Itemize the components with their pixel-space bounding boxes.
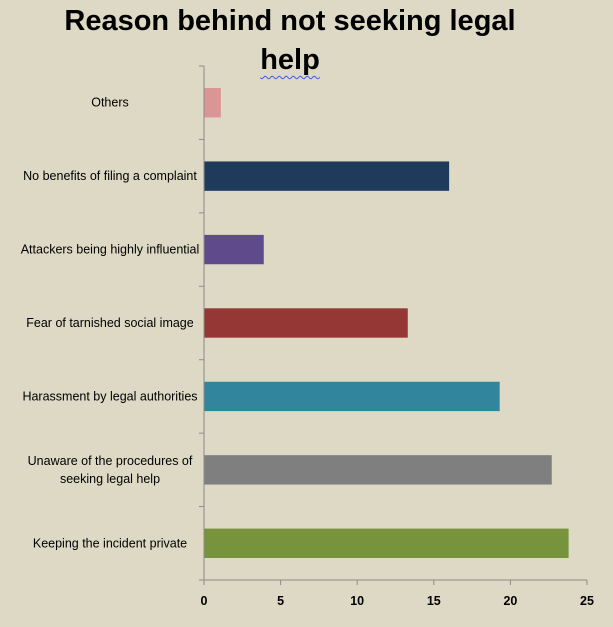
x-tick-label: 0	[201, 594, 208, 608]
chart-title-line2: help	[260, 44, 320, 76]
category-label: Fear of tarnished social image	[26, 316, 193, 330]
bar	[204, 161, 450, 191]
chart-title: Reason behind not seeking legal help	[0, 2, 580, 80]
bar	[204, 455, 552, 485]
bar	[204, 88, 221, 118]
x-tick-label: 5	[277, 594, 284, 608]
category-label: No benefits of filing a complaint	[23, 169, 197, 183]
x-tick-label: 25	[580, 594, 594, 608]
bar	[204, 381, 500, 412]
category-label: Unaware of the procedures of	[28, 454, 193, 468]
category-label: Attackers being highly influential	[21, 243, 200, 257]
bar	[204, 528, 569, 558]
category-label: Harassment by legal authorities	[22, 389, 197, 403]
x-tick-label: 10	[350, 594, 364, 608]
category-label: Others	[91, 96, 129, 110]
x-tick-label: 20	[503, 594, 517, 608]
x-tick-label: 15	[427, 594, 441, 608]
bar	[204, 308, 408, 338]
category-label: seeking legal help	[60, 472, 160, 486]
bar	[204, 234, 264, 265]
category-label: Keeping the incident private	[33, 536, 187, 550]
chart-title-line1: Reason behind not seeking legal	[64, 5, 516, 37]
